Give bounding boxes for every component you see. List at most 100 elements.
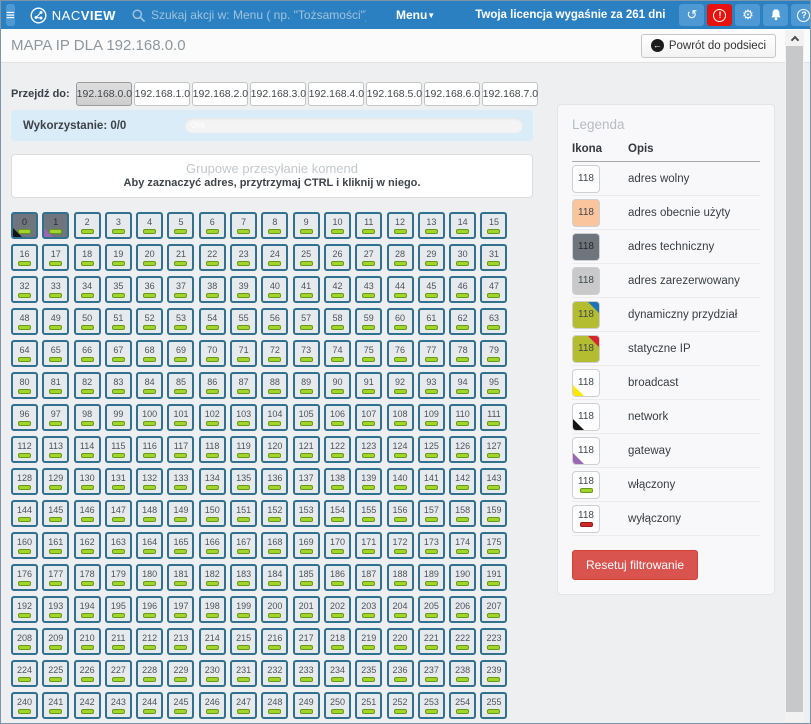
ip-cell-122[interactable]: 122 <box>324 436 351 463</box>
ip-cell-198[interactable]: 198 <box>199 596 226 623</box>
ip-cell-196[interactable]: 196 <box>136 596 163 623</box>
ip-cell-33[interactable]: 33 <box>42 276 69 303</box>
ip-cell-4[interactable]: 4 <box>136 212 163 239</box>
ip-cell-139[interactable]: 139 <box>355 468 382 495</box>
ip-cell-146[interactable]: 146 <box>74 500 101 527</box>
ip-cell-162[interactable]: 162 <box>74 532 101 559</box>
ip-cell-219[interactable]: 219 <box>355 628 382 655</box>
ip-cell-91[interactable]: 91 <box>355 372 382 399</box>
ip-cell-116[interactable]: 116 <box>136 436 163 463</box>
ip-cell-69[interactable]: 69 <box>167 340 194 367</box>
ip-cell-173[interactable]: 173 <box>418 532 445 559</box>
ip-cell-164[interactable]: 164 <box>136 532 163 559</box>
ip-cell-70[interactable]: 70 <box>199 340 226 367</box>
ip-cell-207[interactable]: 207 <box>480 596 507 623</box>
ip-cell-156[interactable]: 156 <box>387 500 414 527</box>
ip-cell-202[interactable]: 202 <box>324 596 351 623</box>
ip-cell-130[interactable]: 130 <box>74 468 101 495</box>
ip-cell-96[interactable]: 96 <box>11 404 38 431</box>
ip-cell-14[interactable]: 14 <box>449 212 476 239</box>
ip-cell-229[interactable]: 229 <box>167 660 194 687</box>
ip-cell-66[interactable]: 66 <box>74 340 101 367</box>
ip-cell-44[interactable]: 44 <box>387 276 414 303</box>
legend-row-used[interactable]: 118adres obecnie użyty <box>572 196 760 230</box>
ip-cell-27[interactable]: 27 <box>355 244 382 271</box>
ip-cell-63[interactable]: 63 <box>480 308 507 335</box>
vertical-scrollbar[interactable] <box>785 30 804 722</box>
ip-cell-142[interactable]: 142 <box>449 468 476 495</box>
ip-cell-163[interactable]: 163 <box>105 532 132 559</box>
ip-cell-99[interactable]: 99 <box>105 404 132 431</box>
ip-cell-20[interactable]: 20 <box>136 244 163 271</box>
ip-cell-10[interactable]: 10 <box>324 212 351 239</box>
ip-cell-58[interactable]: 58 <box>324 308 351 335</box>
ip-cell-199[interactable]: 199 <box>230 596 257 623</box>
ip-cell-251[interactable]: 251 <box>355 692 382 719</box>
ip-cell-129[interactable]: 129 <box>42 468 69 495</box>
ip-cell-235[interactable]: 235 <box>355 660 382 687</box>
ip-cell-102[interactable]: 102 <box>199 404 226 431</box>
ip-cell-246[interactable]: 246 <box>199 692 226 719</box>
legend-row-on[interactable]: 118włączony <box>572 468 760 502</box>
ip-cell-16[interactable]: 16 <box>11 244 38 271</box>
ip-cell-205[interactable]: 205 <box>418 596 445 623</box>
ip-cell-43[interactable]: 43 <box>355 276 382 303</box>
ip-cell-72[interactable]: 72 <box>261 340 288 367</box>
ip-cell-111[interactable]: 111 <box>480 404 507 431</box>
ip-cell-243[interactable]: 243 <box>105 692 132 719</box>
ip-cell-25[interactable]: 25 <box>293 244 320 271</box>
ip-cell-254[interactable]: 254 <box>449 692 476 719</box>
ip-cell-242[interactable]: 242 <box>74 692 101 719</box>
ip-cell-17[interactable]: 17 <box>42 244 69 271</box>
ip-cell-230[interactable]: 230 <box>199 660 226 687</box>
ip-cell-234[interactable]: 234 <box>324 660 351 687</box>
ip-cell-179[interactable]: 179 <box>105 564 132 591</box>
ip-cell-135[interactable]: 135 <box>230 468 257 495</box>
ip-cell-9[interactable]: 9 <box>293 212 320 239</box>
ip-cell-236[interactable]: 236 <box>387 660 414 687</box>
ip-cell-168[interactable]: 168 <box>261 532 288 559</box>
legend-row-static[interactable]: 118statyczne IP <box>572 332 760 366</box>
ip-cell-85[interactable]: 85 <box>167 372 194 399</box>
ip-cell-7[interactable]: 7 <box>230 212 257 239</box>
ip-cell-62[interactable]: 62 <box>449 308 476 335</box>
ip-cell-109[interactable]: 109 <box>418 404 445 431</box>
ip-cell-143[interactable]: 143 <box>480 468 507 495</box>
ip-cell-240[interactable]: 240 <box>11 692 38 719</box>
ip-cell-29[interactable]: 29 <box>418 244 445 271</box>
ip-cell-95[interactable]: 95 <box>480 372 507 399</box>
ip-cell-110[interactable]: 110 <box>449 404 476 431</box>
ip-cell-239[interactable]: 239 <box>480 660 507 687</box>
ip-cell-108[interactable]: 108 <box>387 404 414 431</box>
ip-cell-206[interactable]: 206 <box>449 596 476 623</box>
reset-filter-button[interactable]: Resetuj filtrowanie <box>572 550 698 580</box>
ip-cell-124[interactable]: 124 <box>387 436 414 463</box>
ip-cell-188[interactable]: 188 <box>387 564 414 591</box>
ip-cell-31[interactable]: 31 <box>480 244 507 271</box>
ip-cell-26[interactable]: 26 <box>324 244 351 271</box>
ip-cell-171[interactable]: 171 <box>355 532 382 559</box>
ip-cell-175[interactable]: 175 <box>480 532 507 559</box>
legend-row-dynamic[interactable]: 118dynamiczny przydział <box>572 298 760 332</box>
ip-cell-8[interactable]: 8 <box>261 212 288 239</box>
ip-cell-155[interactable]: 155 <box>355 500 382 527</box>
ip-cell-169[interactable]: 169 <box>293 532 320 559</box>
ip-cell-248[interactable]: 248 <box>261 692 288 719</box>
ip-cell-181[interactable]: 181 <box>167 564 194 591</box>
ip-cell-30[interactable]: 30 <box>449 244 476 271</box>
ip-cell-32[interactable]: 32 <box>11 276 38 303</box>
ip-cell-46[interactable]: 46 <box>449 276 476 303</box>
ip-cell-134[interactable]: 134 <box>199 468 226 495</box>
ip-cell-201[interactable]: 201 <box>293 596 320 623</box>
ip-cell-89[interactable]: 89 <box>293 372 320 399</box>
ip-cell-180[interactable]: 180 <box>136 564 163 591</box>
ip-cell-252[interactable]: 252 <box>387 692 414 719</box>
legend-row-technical[interactable]: 118adres techniczny <box>572 230 760 264</box>
ip-cell-13[interactable]: 13 <box>418 212 445 239</box>
ip-cell-185[interactable]: 185 <box>293 564 320 591</box>
ip-cell-93[interactable]: 93 <box>418 372 445 399</box>
ip-cell-141[interactable]: 141 <box>418 468 445 495</box>
ip-cell-127[interactable]: 127 <box>480 436 507 463</box>
ip-cell-88[interactable]: 88 <box>261 372 288 399</box>
ip-cell-184[interactable]: 184 <box>261 564 288 591</box>
